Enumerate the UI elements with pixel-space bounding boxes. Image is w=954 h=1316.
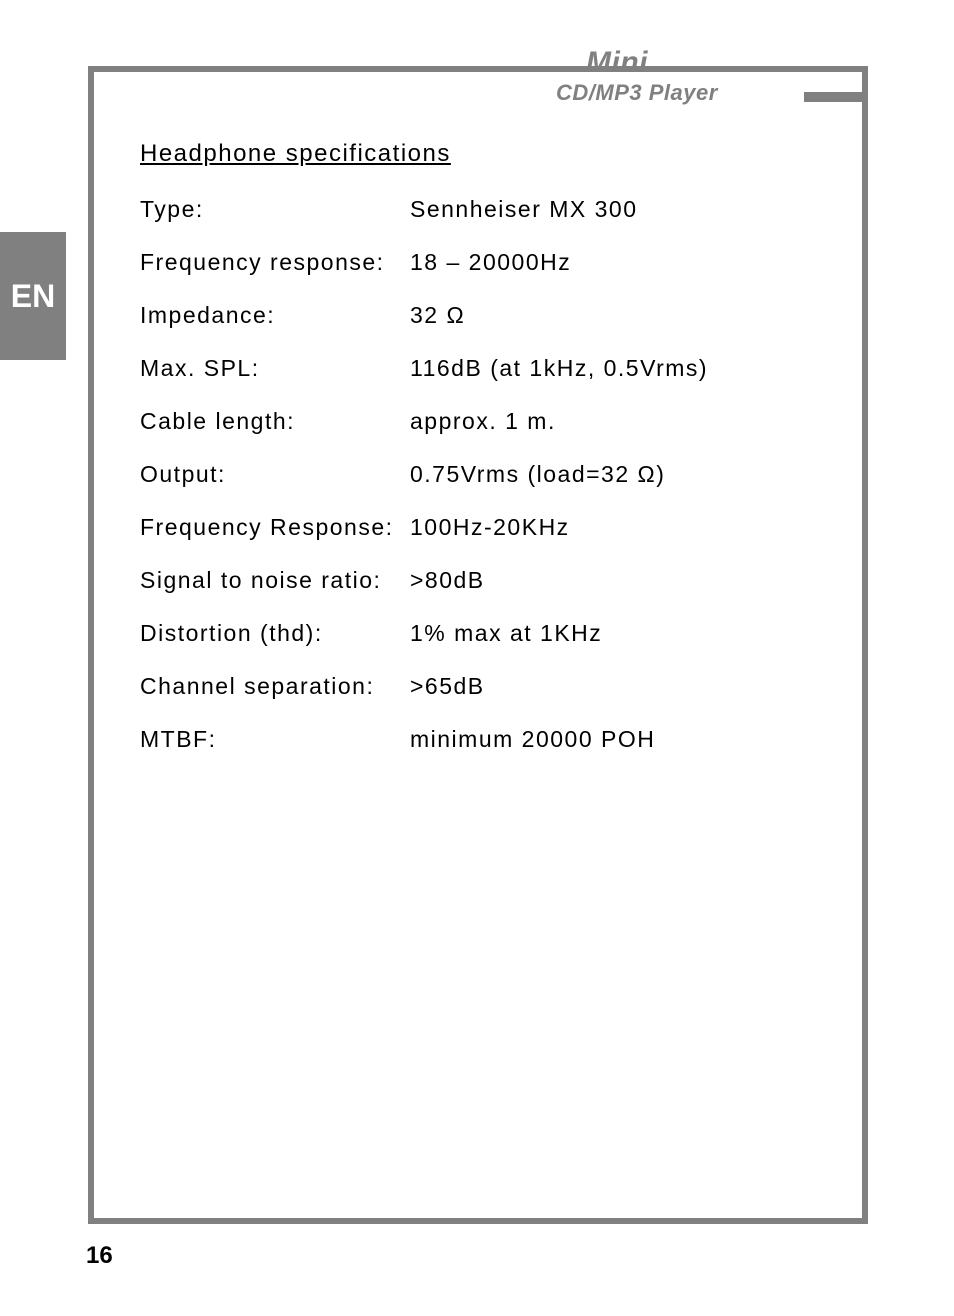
spec-row: Max. SPL:116dB (at 1kHz, 0.5Vrms) <box>140 355 814 382</box>
page-number: 16 <box>86 1242 113 1270</box>
spec-label: Type: <box>140 196 410 223</box>
spec-label: Impedance: <box>140 302 410 329</box>
spec-value: 18 – 20000Hz <box>410 249 814 276</box>
spec-value: >80dB <box>410 567 814 594</box>
section-title: Headphone specifications <box>140 140 814 168</box>
language-tab: EN <box>0 232 66 360</box>
spec-value: approx. 1 m. <box>410 408 814 435</box>
spec-row: Output:0.75Vrms (load=32 Ω) <box>140 461 814 488</box>
spec-label: Frequency Response: <box>140 514 410 541</box>
spec-row: Impedance:32 Ω <box>140 302 814 329</box>
spec-row: Distortion (thd):1% max at 1KHz <box>140 620 814 647</box>
spec-label: Distortion (thd): <box>140 620 410 647</box>
spec-label: Output: <box>140 461 410 488</box>
spec-row: Frequency Response:100Hz-20KHz <box>140 514 814 541</box>
spec-label: MTBF: <box>140 726 410 753</box>
spec-row: MTBF:minimum 20000 POH <box>140 726 814 753</box>
spec-row: Type:Sennheiser MX 300 <box>140 196 814 223</box>
spec-value: 32 Ω <box>410 302 814 329</box>
spec-label: Max. SPL: <box>140 355 410 382</box>
spec-value: 100Hz-20KHz <box>410 514 814 541</box>
content-area: Headphone specifications Type:Sennheiser… <box>140 140 814 779</box>
spec-row: Signal to noise ratio:>80dB <box>140 567 814 594</box>
spec-value: Sennheiser MX 300 <box>410 196 814 223</box>
spec-label: Cable length: <box>140 408 410 435</box>
spec-value: minimum 20000 POH <box>410 726 814 753</box>
spec-value: 1% max at 1KHz <box>410 620 814 647</box>
spec-value: 0.75Vrms (load=32 Ω) <box>410 461 814 488</box>
manual-page: Mini CD/MP3 Player EN Headphone specific… <box>0 0 954 1316</box>
spec-list: Type:Sennheiser MX 300Frequency response… <box>140 196 814 753</box>
spec-row: Frequency response:18 – 20000Hz <box>140 249 814 276</box>
spec-label: Signal to noise ratio: <box>140 567 410 594</box>
spec-label: Channel separation: <box>140 673 410 700</box>
spec-row: Channel separation:>65dB <box>140 673 814 700</box>
spec-label: Frequency response: <box>140 249 410 276</box>
spec-value: >65dB <box>410 673 814 700</box>
spec-row: Cable length:approx. 1 m. <box>140 408 814 435</box>
spec-value: 116dB (at 1kHz, 0.5Vrms) <box>410 355 814 382</box>
